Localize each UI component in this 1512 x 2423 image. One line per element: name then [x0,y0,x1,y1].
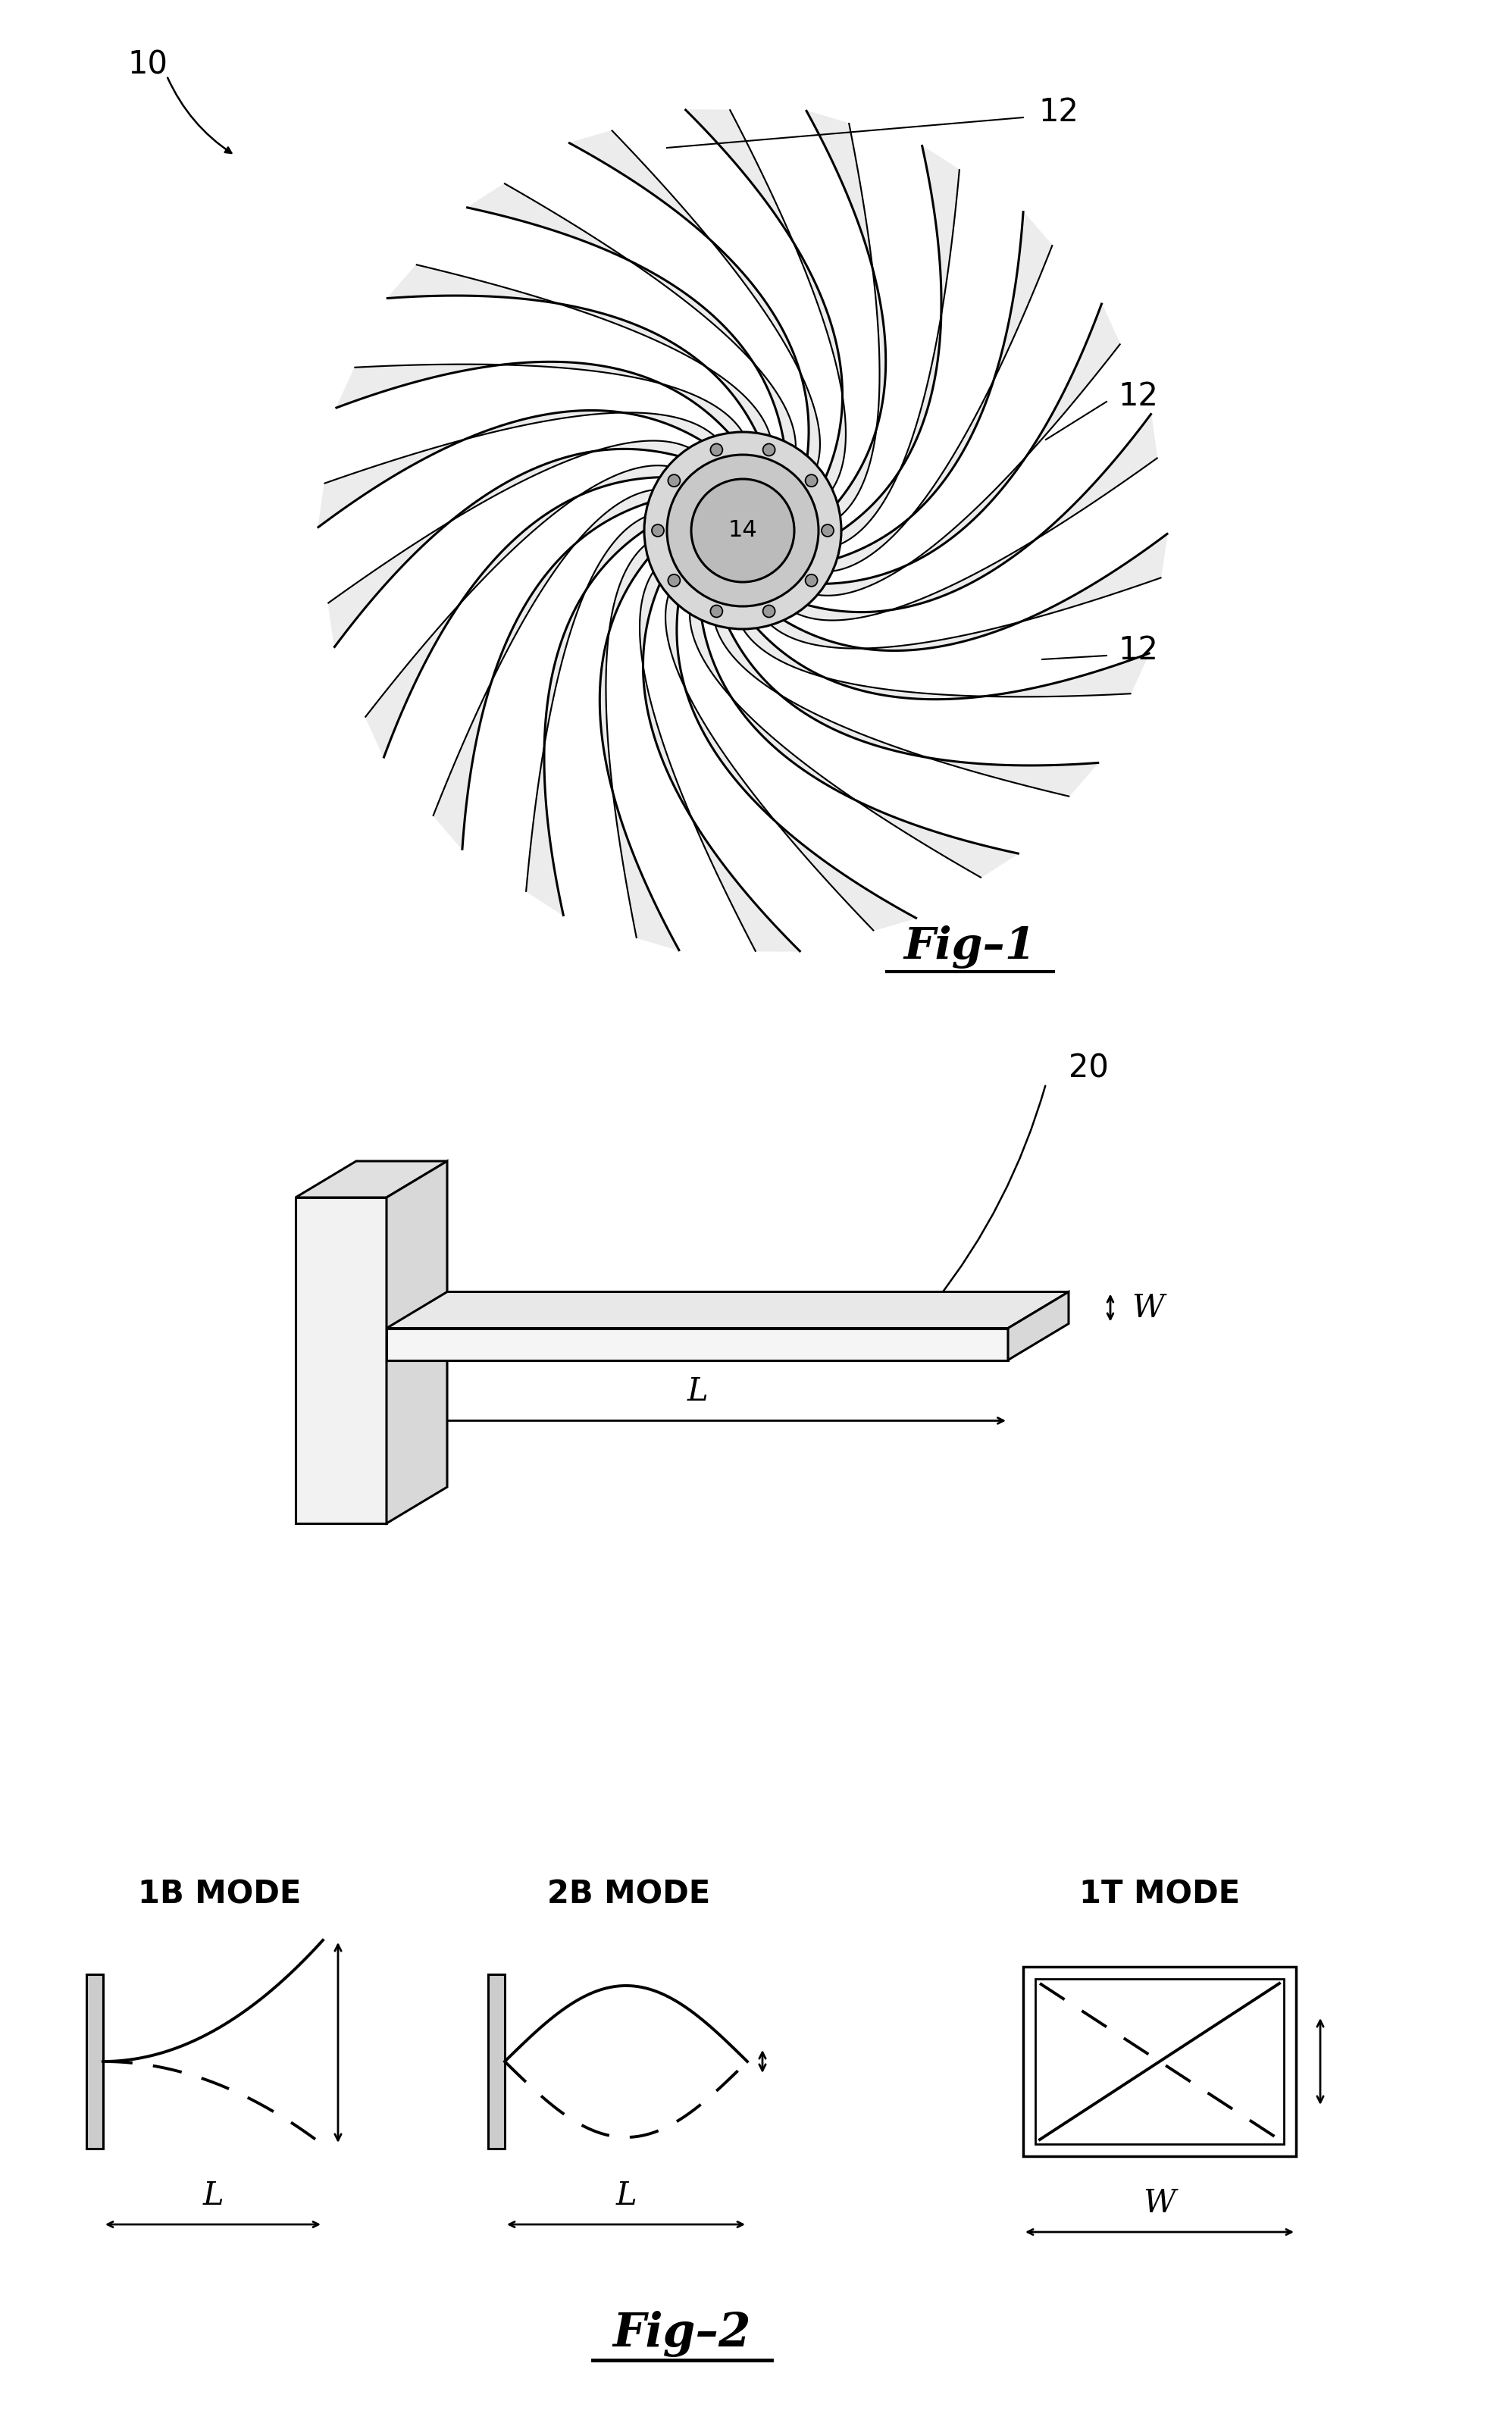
Text: 20: 20 [1069,1052,1108,1086]
Circle shape [644,431,841,630]
Bar [86,1975,103,2149]
Circle shape [806,574,818,586]
Polygon shape [526,516,646,916]
Circle shape [764,606,776,618]
Text: Fig–2: Fig–2 [612,2312,751,2358]
Circle shape [821,523,833,535]
Circle shape [806,475,818,487]
Text: 1T MODE: 1T MODE [1080,1878,1240,1909]
Polygon shape [600,545,679,950]
Polygon shape [771,533,1167,652]
Polygon shape [570,131,820,465]
Polygon shape [387,1328,1009,1359]
Text: L: L [203,2181,224,2212]
Polygon shape [742,628,1149,700]
Polygon shape [1009,1291,1069,1359]
Polygon shape [833,211,1052,572]
Polygon shape [319,409,715,528]
Polygon shape [387,264,770,436]
Text: W: W [1143,2188,1176,2219]
Circle shape [667,456,818,606]
Text: L: L [686,1376,708,1408]
Polygon shape [806,111,886,516]
Text: Fig–1: Fig–1 [904,926,1036,969]
Circle shape [764,443,776,456]
Polygon shape [295,1197,387,1524]
Polygon shape [818,303,1120,596]
Text: 12: 12 [1117,635,1158,666]
Polygon shape [797,414,1157,620]
Polygon shape [387,1291,1069,1328]
Circle shape [691,480,794,582]
Polygon shape [715,625,1098,797]
Circle shape [668,574,680,586]
Polygon shape [640,572,800,952]
Bar [1036,1980,1284,2144]
Polygon shape [337,361,742,434]
Text: 14: 14 [729,519,758,540]
Text: 2B MODE: 2B MODE [547,1878,711,1909]
Polygon shape [295,1161,448,1197]
Polygon shape [665,596,916,930]
Text: 12: 12 [1117,380,1158,412]
Text: L: L [615,2181,637,2212]
Polygon shape [841,145,960,545]
Polygon shape [387,1161,448,1524]
Text: W: W [1131,1291,1164,1323]
Circle shape [652,523,664,535]
Polygon shape [689,613,1018,877]
Text: 10: 10 [127,48,168,80]
Polygon shape [685,109,845,489]
Circle shape [711,443,723,456]
Text: 1B MODE: 1B MODE [138,1878,301,1909]
Bar [488,1975,505,2149]
Circle shape [711,606,723,618]
Polygon shape [467,184,795,448]
Text: 12: 12 [1039,97,1078,128]
Polygon shape [328,441,689,647]
Polygon shape [366,465,668,756]
Circle shape [668,475,680,487]
Bar [1024,1967,1296,2156]
Polygon shape [434,489,653,848]
